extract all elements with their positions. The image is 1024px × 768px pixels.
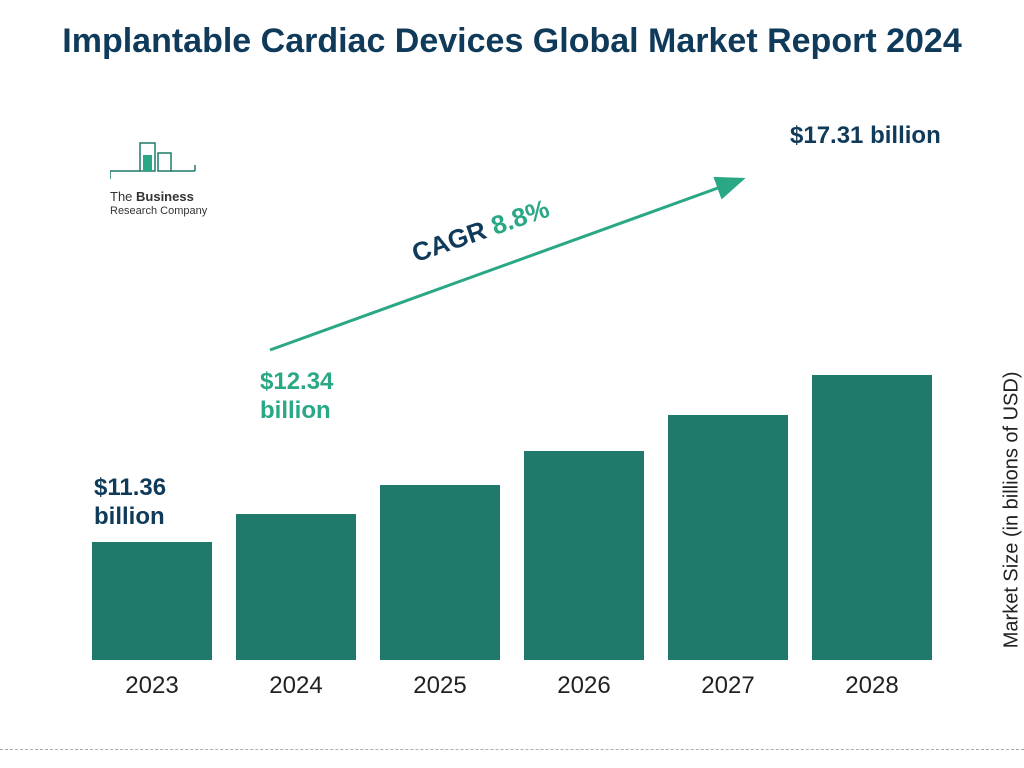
- bar: [812, 375, 932, 660]
- bar: [236, 514, 356, 660]
- bar-wrap: [668, 415, 788, 660]
- x-axis-label: 2028: [812, 664, 932, 700]
- x-axis-label: 2026: [524, 664, 644, 700]
- x-axis-labels: 2023 2024 2025 2026 2027 2028: [80, 664, 944, 700]
- value-label: $12.34billion: [260, 368, 333, 426]
- bar-wrap: [812, 375, 932, 660]
- x-axis-label: 2027: [668, 664, 788, 700]
- bar-wrap: [524, 451, 644, 660]
- bar-wrap: [92, 542, 212, 660]
- chart-title: Implantable Cardiac Devices Global Marke…: [0, 0, 1024, 63]
- bar: [668, 415, 788, 660]
- bar: [92, 542, 212, 660]
- x-axis-label: 2024: [236, 664, 356, 700]
- bar: [524, 451, 644, 660]
- x-axis-label: 2023: [92, 664, 212, 700]
- value-label: $11.36billion: [94, 474, 166, 532]
- value-label: $17.31 billion: [790, 122, 941, 151]
- footer-divider: [0, 749, 1024, 750]
- bar-wrap: [380, 485, 500, 660]
- bar: [380, 485, 500, 660]
- y-axis-label: Market Size (in billions of USD): [1001, 372, 1024, 649]
- x-axis-label: 2025: [380, 664, 500, 700]
- bar-wrap: [236, 514, 356, 660]
